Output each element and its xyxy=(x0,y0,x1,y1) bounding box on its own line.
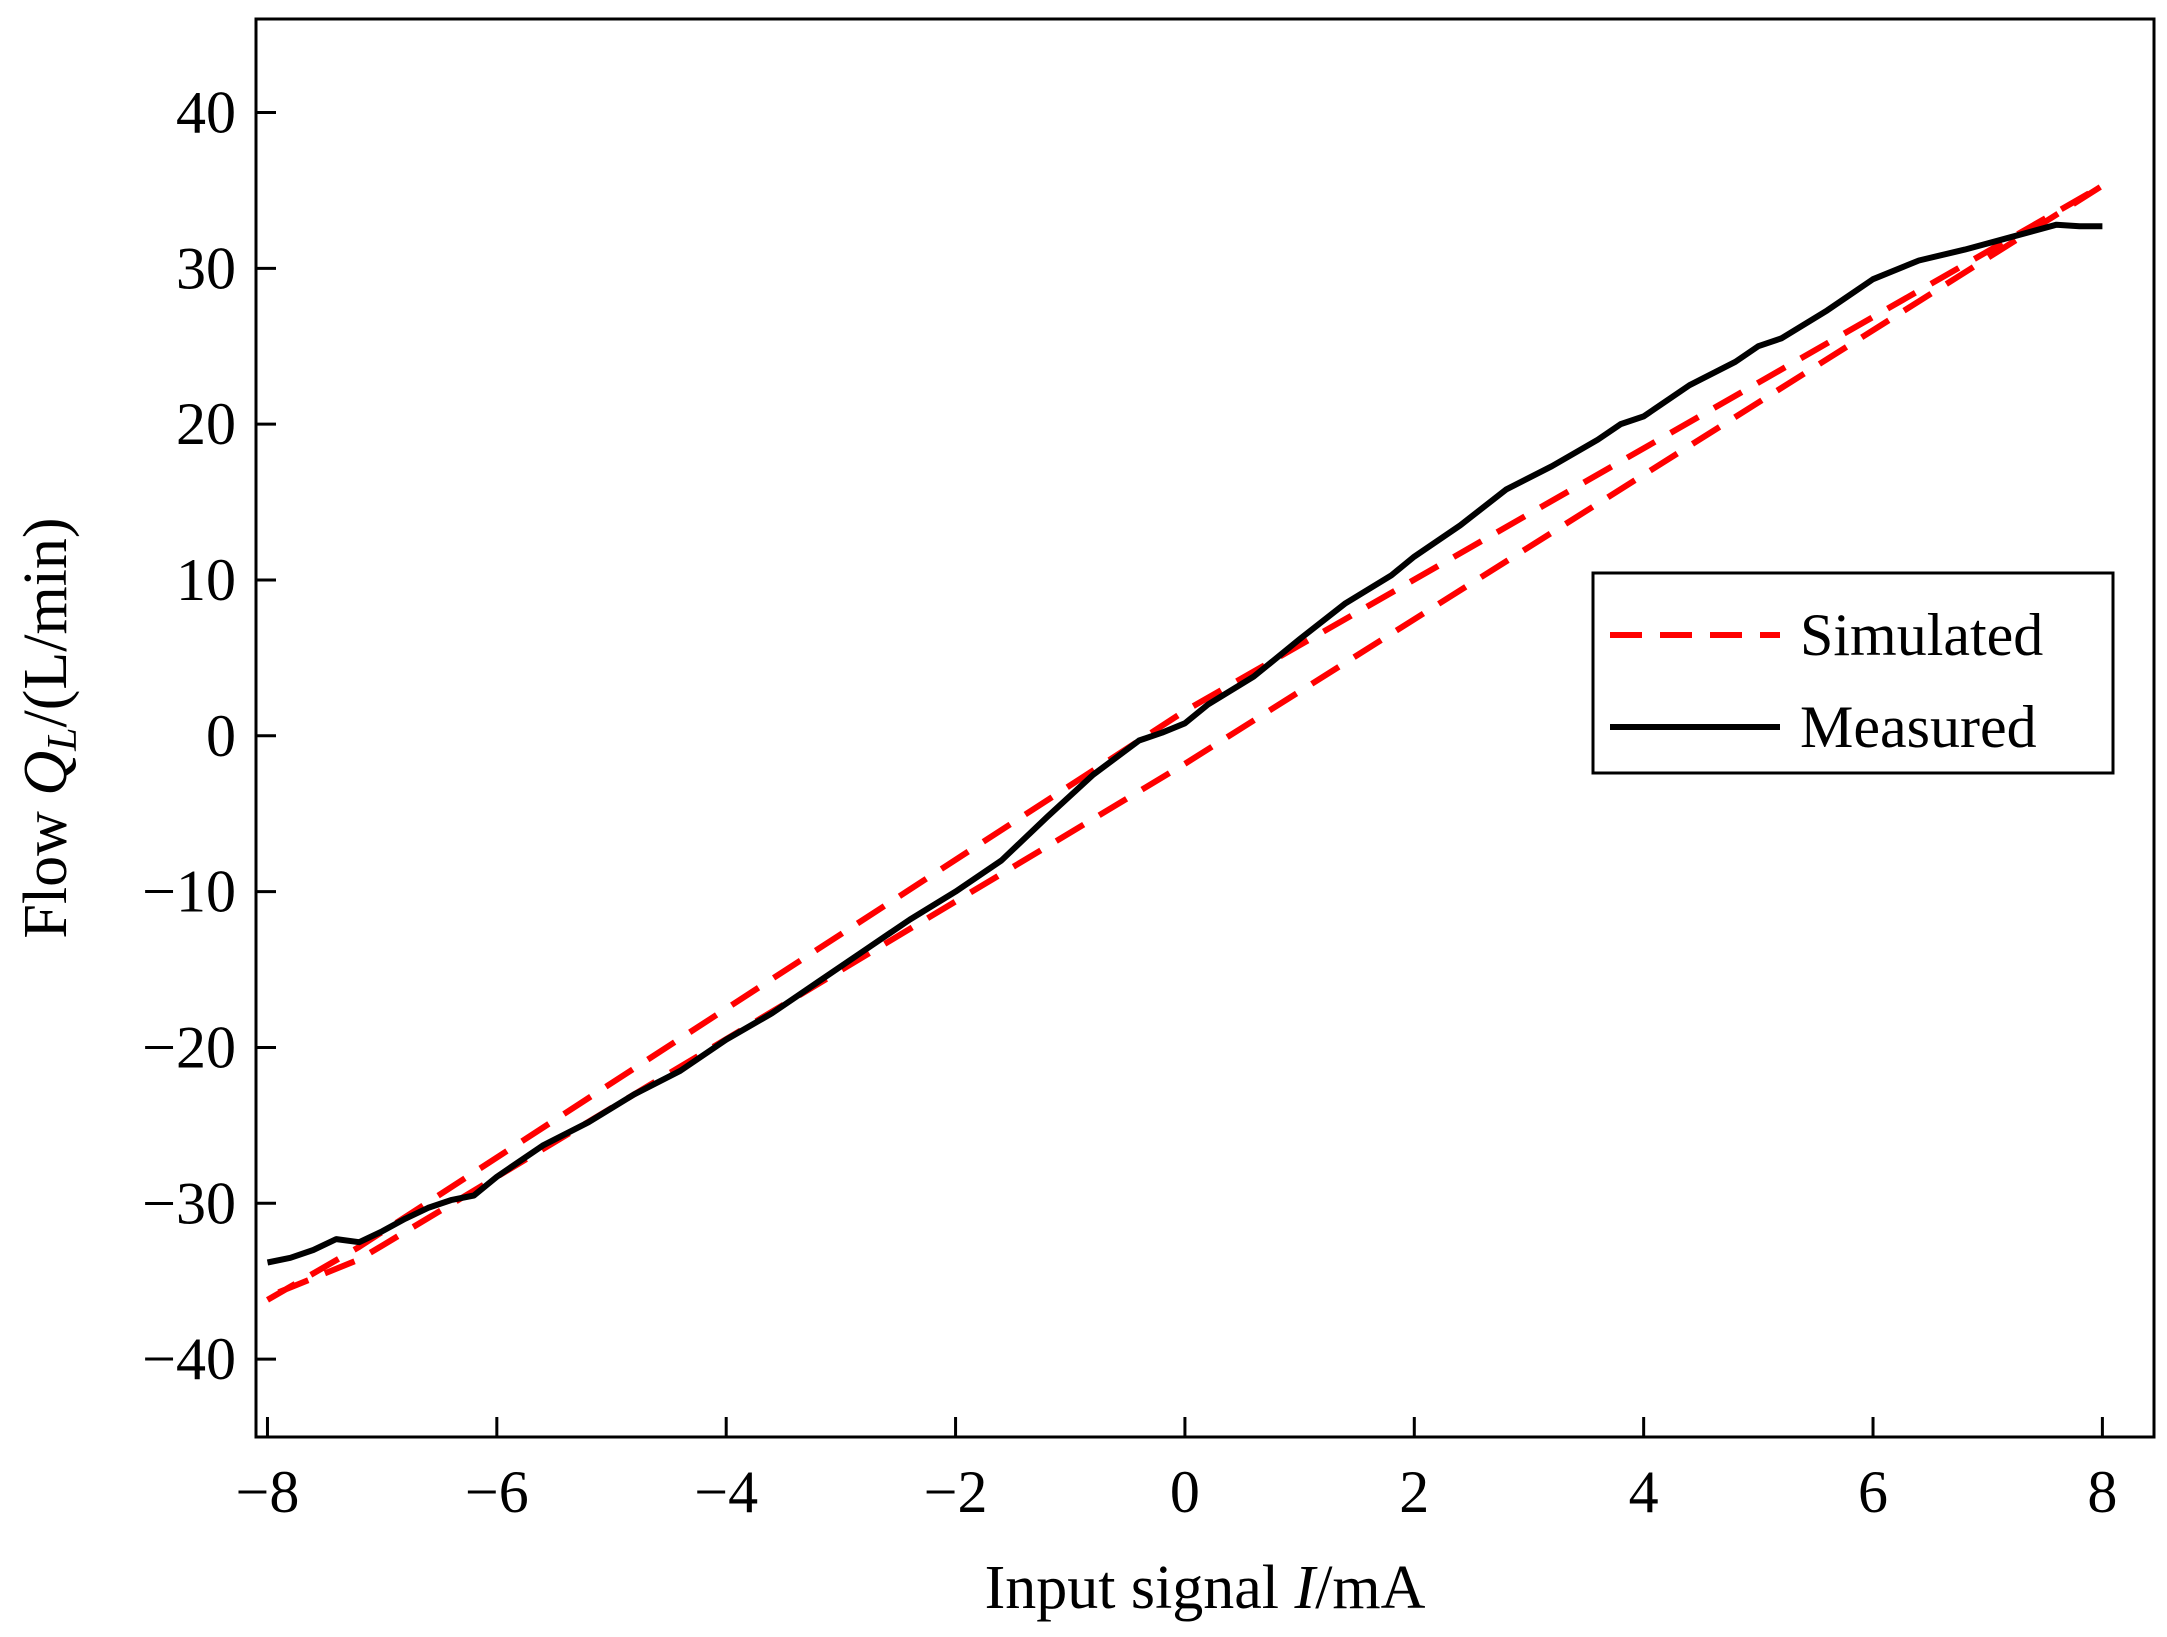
series-line-simulated xyxy=(265,182,2106,1303)
x-tick-label: −2 xyxy=(924,1459,988,1525)
series-line-measured xyxy=(266,221,2103,1266)
legend-label-measured: Measured xyxy=(1800,694,2037,760)
x-tick-label: 0 xyxy=(1170,1459,1200,1525)
x-tick-label: 2 xyxy=(1399,1459,1429,1525)
y-tick-label: 40 xyxy=(176,79,236,145)
y-tick-label: −40 xyxy=(142,1326,236,1392)
x-tick-label: 4 xyxy=(1629,1459,1659,1525)
legend-box xyxy=(1591,571,2115,775)
x-axis-title: Input signal I/mA xyxy=(985,1554,1426,1622)
legend-label-simulated: Simulated xyxy=(1800,602,2043,668)
legend: Simulated Measured xyxy=(1591,571,2115,775)
y-tick-label: −10 xyxy=(142,859,236,925)
y-tick-label: 0 xyxy=(206,703,236,769)
y-tick-label: −20 xyxy=(142,1014,236,1080)
y-tick-label: 10 xyxy=(176,547,236,613)
x-tick-label: −8 xyxy=(236,1459,300,1525)
x-tick-label: −4 xyxy=(694,1459,758,1525)
series-layer xyxy=(265,182,2106,1303)
y-tick-label: −30 xyxy=(142,1170,236,1236)
plot-frame xyxy=(254,17,2156,1439)
x-tick-label: −6 xyxy=(465,1459,529,1525)
x-tick-label: 6 xyxy=(1858,1459,1888,1525)
y-tick-label: 20 xyxy=(176,391,236,457)
y-tick-label: 30 xyxy=(176,235,236,301)
y-axis-title: Flow QL/(L/min) xyxy=(12,517,86,938)
x-tick-label: 8 xyxy=(2087,1459,2117,1525)
axis-ticks xyxy=(256,110,2104,1437)
